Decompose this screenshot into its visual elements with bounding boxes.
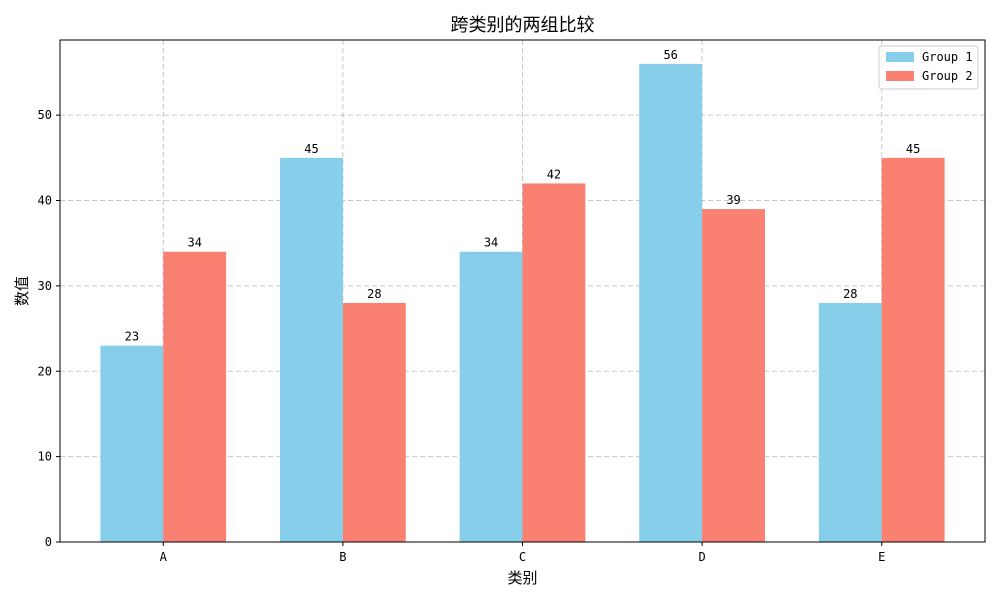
x-axis-title: 类别 [507, 569, 537, 587]
x-tick-label: A [160, 550, 168, 564]
bars [100, 63, 945, 543]
chart-title: 跨类别的两组比较 [451, 15, 595, 36]
bar-value-label: 34 [187, 236, 201, 250]
bar-value-label: 45 [906, 142, 920, 156]
x-tick-label: B [339, 550, 346, 564]
bar-group-1-d [639, 63, 703, 543]
axes: 0 10 20 30 40 50 A B C D E [38, 108, 886, 564]
bar-value-label: 39 [726, 193, 740, 207]
y-axis-title: 数值 [13, 276, 31, 306]
legend-label-group-2: Group 2 [922, 69, 973, 83]
bar-value-label: 28 [367, 287, 381, 301]
bar-value-label: 42 [547, 167, 561, 181]
legend-swatch-group-1 [886, 52, 914, 62]
bar-group-2-a [163, 251, 227, 542]
bar-group-2-c [522, 183, 586, 542]
y-tick-label: 30 [38, 279, 52, 293]
bar-group-1-c [459, 251, 523, 542]
x-tick-label: E [878, 550, 885, 564]
bar-value-label: 56 [663, 48, 677, 62]
bar-group-2-e [881, 157, 945, 542]
x-tick-label: C [519, 550, 526, 564]
bar-value-label: 28 [843, 287, 857, 301]
bar-group-1-e [818, 302, 882, 542]
legend-swatch-group-2 [886, 71, 914, 81]
bar-value-label: 45 [304, 142, 318, 156]
bar-value-label: 34 [484, 236, 498, 250]
bar-group-1-a [100, 345, 164, 542]
bar-group-2-b [342, 302, 406, 542]
value-labels: 23 45 34 56 28 34 28 42 39 45 [125, 48, 921, 344]
legend-label-group-1: Group 1 [922, 50, 973, 64]
y-tick-label: 50 [38, 108, 52, 122]
bar-value-label: 23 [125, 330, 139, 344]
legend: Group 1 Group 2 [878, 45, 979, 90]
y-tick-label: 10 [38, 450, 52, 464]
y-tick-label: 20 [38, 364, 52, 378]
x-tick-label: D [698, 550, 705, 564]
bar-group-1-b [280, 157, 343, 542]
y-tick-label: 40 [38, 194, 52, 208]
y-tick-label: 0 [45, 535, 52, 549]
bar-group-2-d [702, 209, 765, 542]
